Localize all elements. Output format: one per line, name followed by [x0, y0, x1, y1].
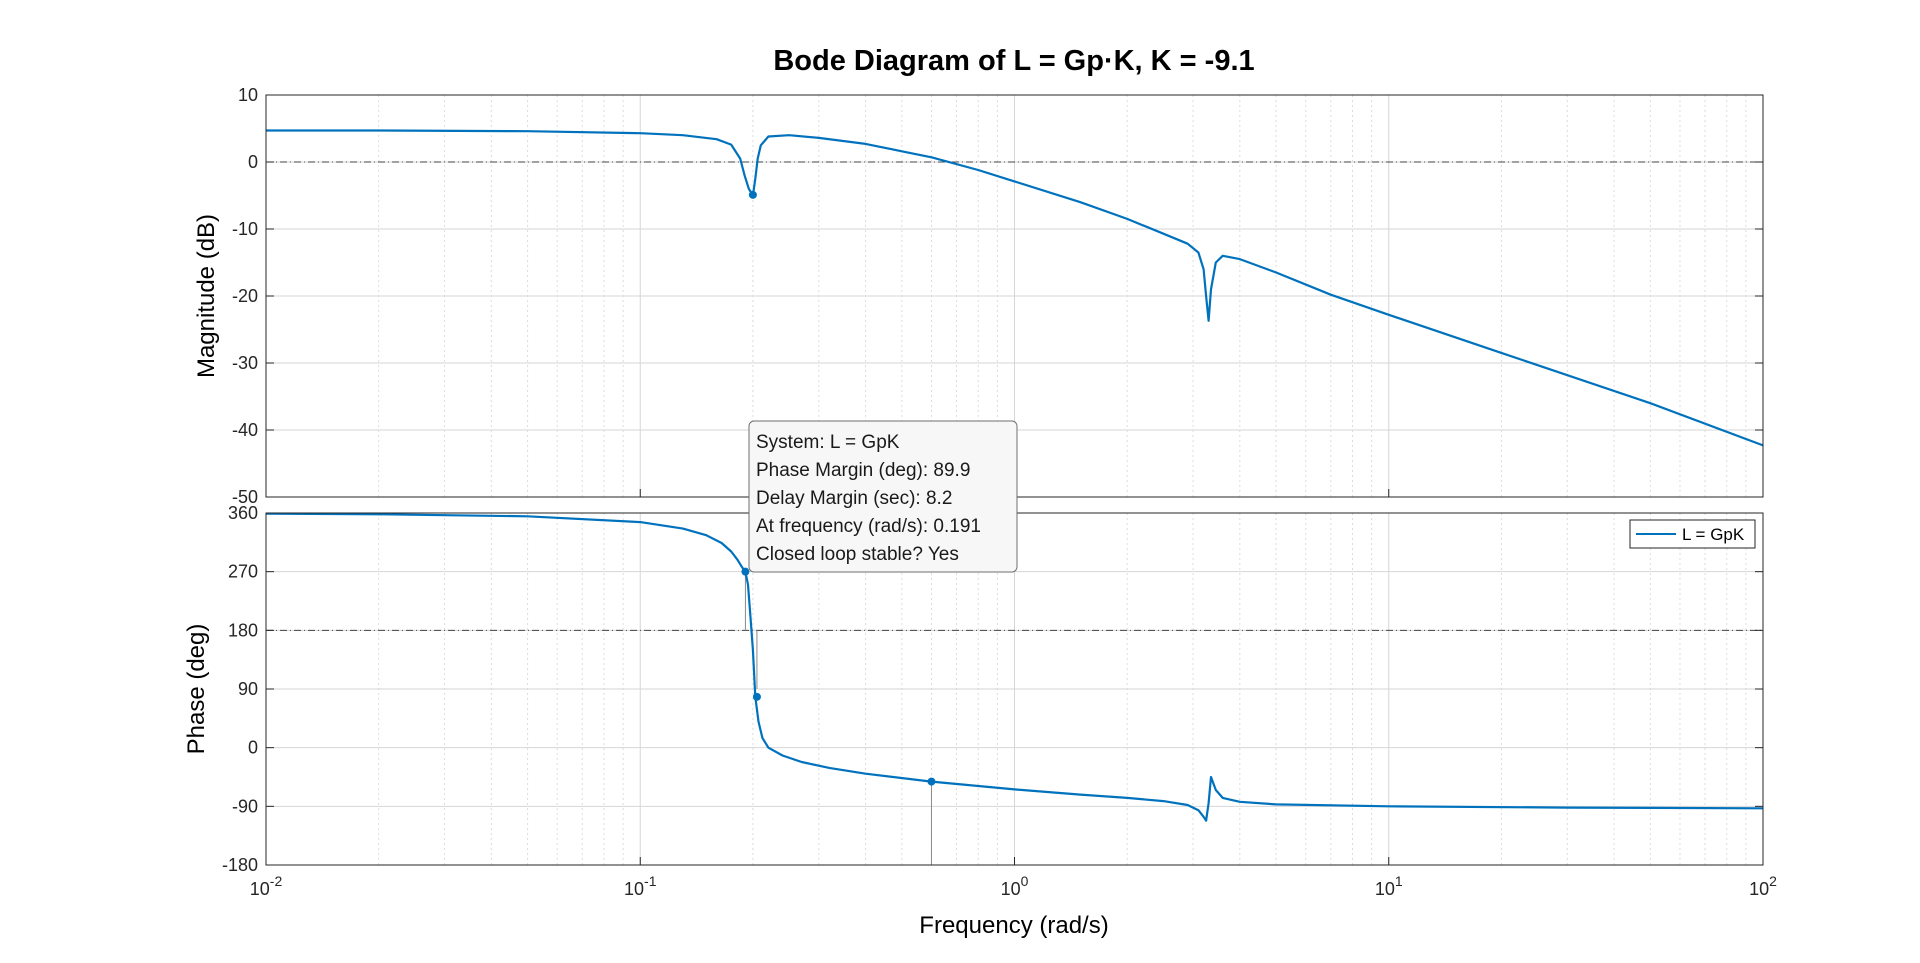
- phase-marker: [927, 777, 936, 786]
- legend[interactable]: L = GpK: [1629, 519, 1756, 549]
- y-tick-label: 0: [248, 152, 258, 172]
- y-tick-label: 90: [238, 679, 258, 699]
- datatip-line-phase-margin: Phase Margin (deg): 89.9: [756, 460, 970, 481]
- phase-marker: [741, 567, 750, 576]
- phase-y-ticks: 360 270 180 90 0 -90 -180: [222, 503, 1763, 875]
- datatip-line-frequency: At frequency (rad/s): 0.191: [756, 516, 981, 537]
- data-markers: [741, 190, 936, 786]
- x-tick-label: 100: [1001, 873, 1029, 899]
- magnitude-y-ticks: 10 0 -10 -20 -30 -40 -50: [232, 85, 1763, 507]
- y-tick-label: 360: [228, 503, 258, 523]
- y-tick-label: -40: [232, 420, 258, 440]
- y-tick-label: 0: [248, 738, 258, 758]
- y-tick-label: 270: [228, 562, 258, 582]
- datatip-line-stability: Closed loop stable? Yes: [756, 544, 959, 565]
- datatip-line-delay-margin: Delay Margin (sec): 8.2: [756, 488, 952, 509]
- series-line: [266, 129, 1764, 447]
- magnitude-y-axis-label: Magnitude (dB): [193, 214, 220, 378]
- x-tick-label: 10-2: [250, 873, 283, 899]
- x-tick-label: 101: [1375, 873, 1403, 899]
- y-tick-label: -30: [232, 353, 258, 373]
- phase-drop-lines: [744, 571, 932, 865]
- datatip-box: [748, 420, 1018, 573]
- y-tick-label: -20: [232, 286, 258, 306]
- y-tick-label: 10: [238, 85, 258, 105]
- magnitude-series: [266, 129, 1764, 447]
- datatip-line-system: System: L = GpK: [756, 432, 900, 453]
- magnitude-marker: [748, 190, 757, 199]
- frequency-x-ticks: 10-2 10-1 100 101 102: [250, 489, 1777, 899]
- datatip[interactable]: System: L = GpK Phase Margin (deg): 89.9…: [748, 420, 1018, 573]
- y-tick-label: -90: [232, 796, 258, 816]
- phase-y-axis-label: Phase (deg): [183, 624, 210, 755]
- x-tick-label: 10-1: [624, 873, 657, 899]
- y-tick-label: 180: [228, 620, 258, 640]
- y-tick-label: -180: [222, 855, 258, 875]
- phase-marker: [752, 692, 761, 701]
- x-tick-label: 102: [1749, 873, 1777, 899]
- series-line: [265, 512, 1764, 822]
- frequency-x-axis-label: Frequency (rad/s): [919, 912, 1108, 939]
- legend-entry-label: L = GpK: [1682, 525, 1745, 544]
- phase-series: [265, 512, 1764, 822]
- y-tick-label: -10: [232, 219, 258, 239]
- y-tick-label: -50: [232, 487, 258, 507]
- chart-title: Bode Diagram of L = Gp·K, K = -9.1: [773, 45, 1254, 77]
